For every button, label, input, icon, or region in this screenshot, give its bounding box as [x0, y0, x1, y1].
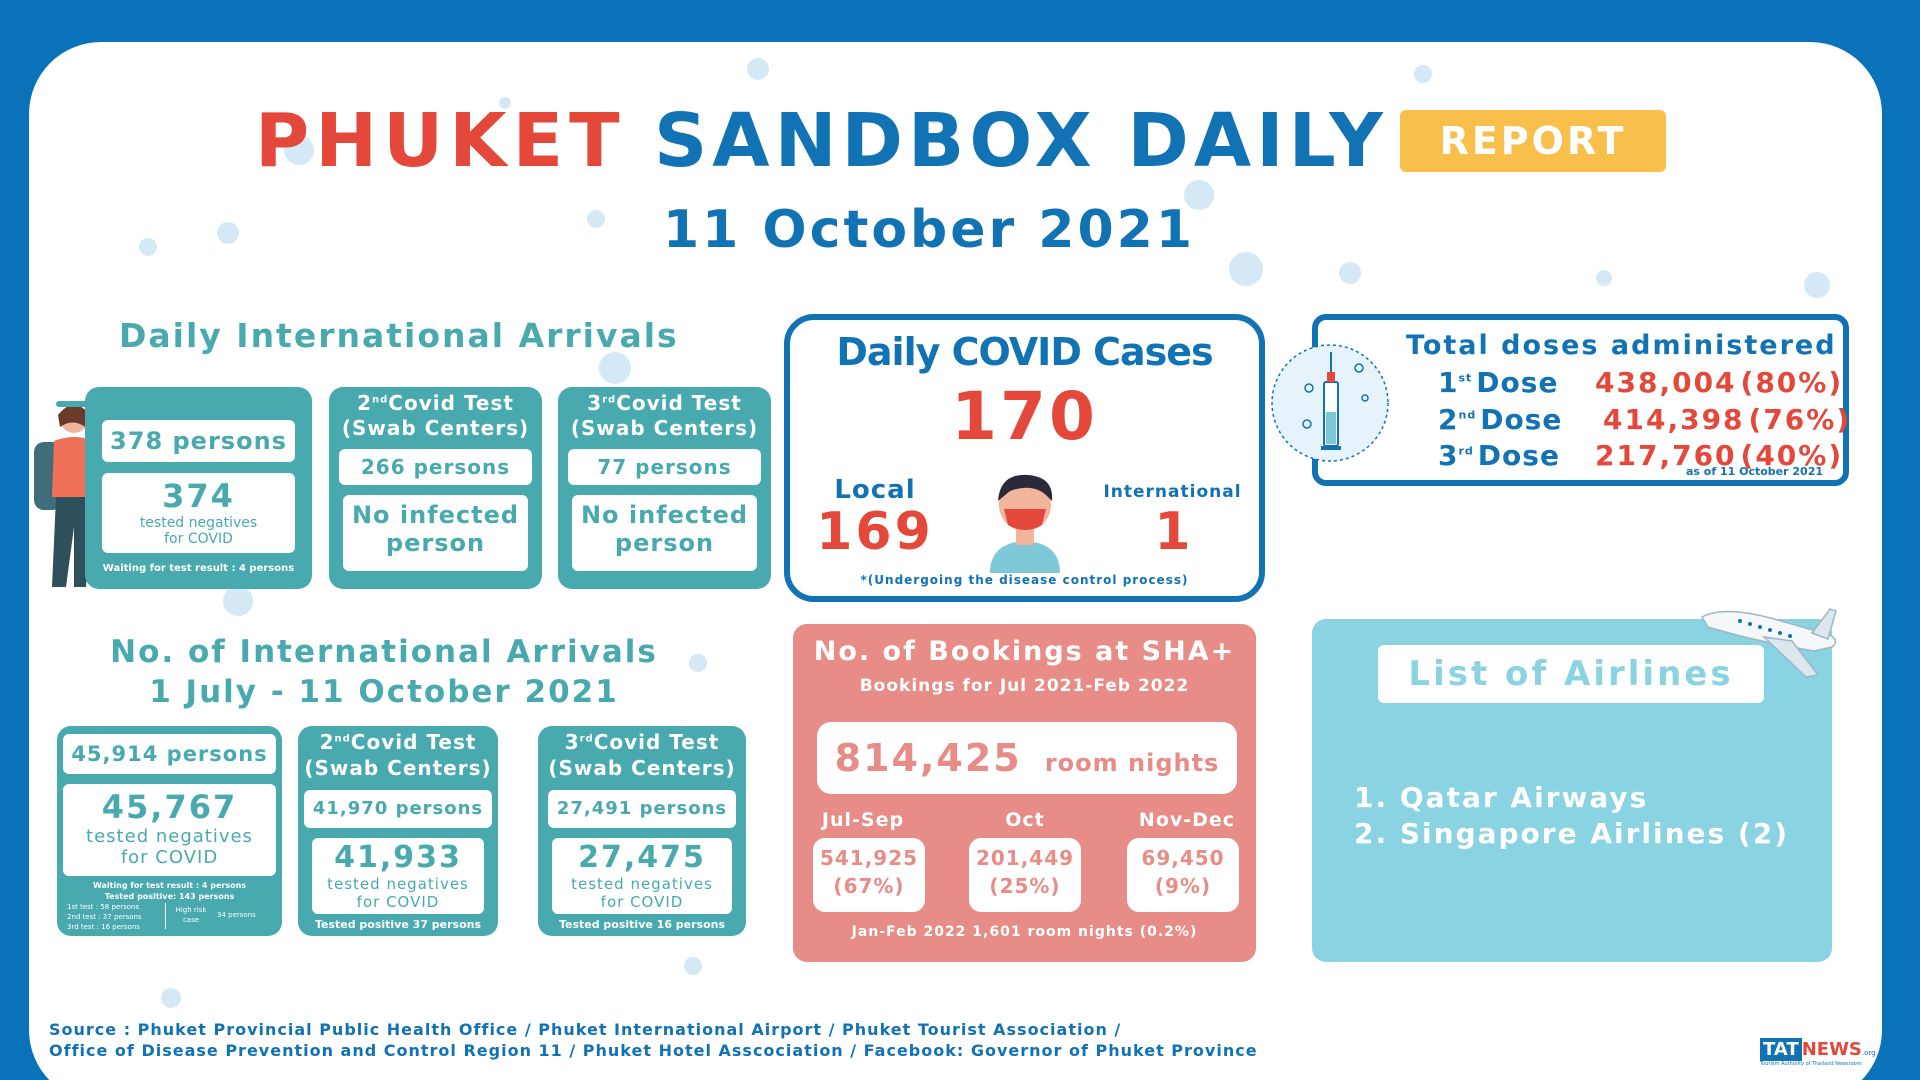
cumulative-third-test-box: 3rdCovid Test (Swab Centers) 27,491 pers… [538, 726, 746, 936]
bubble [1229, 252, 1263, 286]
source-line-1: Source : Phuket Provincial Public Health… [49, 1020, 1122, 1039]
bookings-total: 814,425 room nights [817, 722, 1237, 794]
daily-third-test-persons: 77 persons [568, 449, 761, 485]
daily-second-test-subtitle: (Swab Centers) [341, 416, 530, 440]
airlines-panel: List of Airlines 1. Qatar Airways 2. Sin… [1312, 619, 1832, 962]
covid-intl-label: International [1103, 482, 1242, 502]
covid-total: 170 [951, 378, 1098, 455]
daily-second-test-result: No infected person [343, 495, 528, 571]
daily-third-test-title: 3rdCovid Test [587, 391, 742, 415]
cumulative-second-test-box: 2ndCovid Test (Swab Centers) 41,970 pers… [298, 726, 498, 936]
daily-second-test-title: 2ndCovid Test [357, 391, 514, 415]
source-line-2: Office of Disease Prevention and Control… [49, 1041, 1258, 1060]
bookings-subheading: Bookings for Jul 2021-Feb 2022 [859, 676, 1190, 696]
bubble [587, 210, 605, 228]
daily-third-test-subtitle: (Swab Centers) [570, 416, 759, 440]
cumulative-arrivals-persons: 45,914 persons [63, 734, 276, 774]
daily-arrivals-box: 378 persons 374 tested negatives for COV… [85, 387, 312, 589]
daily-arrivals-heading: Daily International Arrivals [119, 316, 679, 355]
doses-panel: Total doses administered 1st Dose 438,004… [1312, 314, 1849, 486]
bookings-period-nov-dec: 69,450 (9%) [1127, 838, 1239, 912]
bubble [599, 352, 631, 384]
cumulative-period: 1 July - 11 October 2021 [149, 674, 619, 710]
bubble [689, 654, 707, 672]
bubble [1184, 180, 1214, 210]
dose-2-label: 2nd Dose [1438, 403, 1563, 436]
dose-1-label: 1st Dose [1438, 366, 1559, 399]
covid-heading: Daily COVID Cases [836, 330, 1213, 374]
covid-cases-panel: Daily COVID Cases 170 Local 169 Internat… [784, 314, 1265, 602]
airline-item: 1. Qatar Airways [1354, 781, 1649, 814]
report-date: 11 October 2021 [662, 200, 1196, 260]
bubble [499, 97, 511, 109]
bubble [684, 957, 702, 975]
report-card: PHUKET SANDBOX DAILY REPORT 11 October 2… [29, 42, 1882, 1080]
dose-2-value: 414,398 (76%) [1603, 403, 1852, 436]
bubble [223, 586, 253, 616]
bookings-period-oct: 201,449 (25%) [969, 838, 1081, 912]
bubble [139, 238, 157, 256]
bubble [1414, 65, 1432, 83]
daily-third-test-box: 3rdCovid Test (Swab Centers) 77 persons … [558, 387, 771, 589]
daily-third-test-result: No infected person [572, 495, 757, 571]
bubble [284, 135, 314, 165]
covid-intl-value: 1 [1154, 502, 1191, 562]
dose-3-value: 217,760 (40%) [1595, 439, 1844, 472]
tat-news-logo: TAT NEWS.org Tourism Authority of Thailan… [1760, 1038, 1876, 1067]
syringe-icon [1271, 344, 1389, 462]
dose-1-value: 438,004 (80%) [1595, 366, 1844, 399]
daily-arrivals-persons: 378 persons [102, 420, 295, 462]
daily-second-test-box: 2ndCovid Test (Swab Centers) 266 persons… [329, 387, 542, 589]
daily-negatives-value: 374 [162, 477, 235, 515]
bookings-period-jul-sep: 541,925 (67%) [813, 838, 925, 912]
covid-local-value: 169 [816, 502, 934, 562]
bubble [1596, 270, 1612, 286]
daily-negatives-label-2: for COVID [164, 531, 233, 547]
cumulative-heading: No. of International Arrivals [110, 634, 658, 670]
daily-negatives-label: tested negatives [139, 515, 258, 531]
masked-person-illustration [990, 474, 1060, 573]
dose-3-label: 3rd Dose [1438, 439, 1560, 472]
daily-waiting-note: Waiting for test result : 4 persons [102, 563, 295, 574]
doses-asof: as of 11 October 2021 [1686, 465, 1824, 478]
cumulative-arrivals-box: 45,914 persons 45,767 tested negatives f… [57, 726, 282, 936]
bubble [929, 112, 941, 124]
daily-second-test-persons: 266 persons [339, 449, 532, 485]
airlines-heading: List of Airlines [1378, 645, 1764, 703]
bubble [747, 58, 769, 80]
bookings-heading: No. of Bookings at SHA+ [813, 636, 1236, 667]
title-sandbox-daily: SANDBOX DAILY [654, 98, 1388, 184]
divider [165, 903, 166, 929]
bubble [161, 988, 181, 1008]
covid-local-label: Local [834, 475, 916, 505]
bookings-panel: No. of Bookings at SHA+ Bookings for Jul… [793, 624, 1256, 962]
covid-note: *(Undergoing the disease control process… [860, 573, 1189, 587]
cumulative-negatives-box: 45,767 tested negatives for COVID [63, 784, 276, 876]
bubble [217, 222, 239, 244]
airline-item: 2. Singapore Airlines (2) [1354, 817, 1790, 850]
doses-heading: Total doses administered [1406, 330, 1837, 361]
bookings-note: Jan-Feb 2022 1,601 room nights (0.2%) [851, 924, 1198, 940]
daily-negatives-box: 374 tested negatives for COVID [102, 473, 295, 553]
airplane-icon [1700, 608, 1837, 678]
bubble [1339, 262, 1361, 284]
report-badge: REPORT [1400, 110, 1666, 172]
bubble [1804, 272, 1830, 298]
title-phuket: PHUKET [255, 98, 626, 184]
